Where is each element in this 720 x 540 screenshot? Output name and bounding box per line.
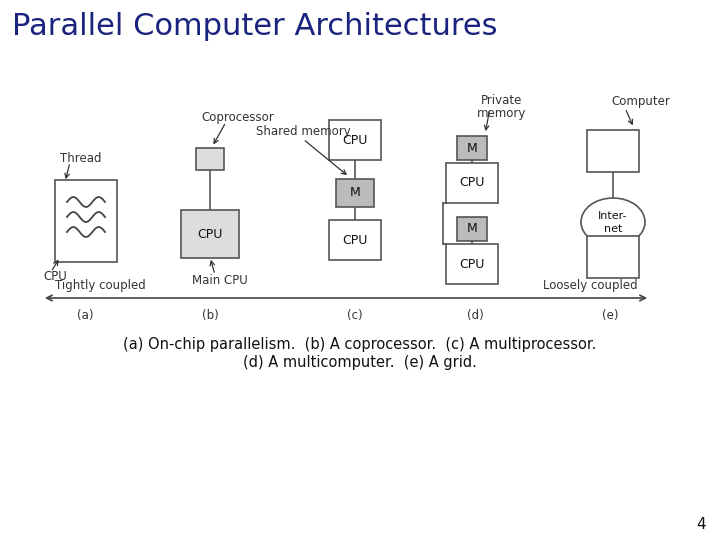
- Text: Private: Private: [481, 94, 523, 107]
- Text: M: M: [467, 141, 477, 154]
- Bar: [55, 180, 117, 262]
- Text: (a): (a): [77, 308, 94, 321]
- Text: Computer: Computer: [611, 96, 670, 109]
- Bar: [457, 136, 487, 160]
- Text: (b): (b): [202, 308, 218, 321]
- Text: (a) On-chip parallelism.  (b) A coprocessor.  (c) A multiprocessor.: (a) On-chip parallelism. (b) A coprocess…: [123, 338, 597, 353]
- Text: Parallel Computer Architectures: Parallel Computer Architectures: [12, 12, 498, 41]
- Text: M: M: [467, 222, 477, 235]
- Text: CPU: CPU: [459, 258, 485, 271]
- Bar: [196, 148, 224, 170]
- Text: CPU: CPU: [342, 133, 368, 146]
- Text: Thread: Thread: [60, 152, 102, 165]
- Bar: [329, 120, 381, 160]
- Bar: [446, 244, 498, 284]
- Text: CPU: CPU: [459, 177, 485, 190]
- Bar: [457, 217, 487, 241]
- Bar: [587, 236, 639, 278]
- Bar: [336, 179, 374, 207]
- Text: CPU: CPU: [197, 227, 222, 240]
- Text: Coprocessor: Coprocessor: [202, 111, 274, 125]
- Text: (c): (c): [347, 308, 363, 321]
- Text: Loosely coupled: Loosely coupled: [543, 279, 637, 292]
- Bar: [446, 163, 498, 203]
- Text: CPU: CPU: [342, 233, 368, 246]
- Text: (d): (d): [467, 308, 483, 321]
- Text: (d) A multicomputer.  (e) A grid.: (d) A multicomputer. (e) A grid.: [243, 354, 477, 369]
- Bar: [329, 220, 381, 260]
- Text: CPU: CPU: [43, 271, 67, 284]
- Text: (e): (e): [602, 308, 618, 321]
- Text: Inter-: Inter-: [598, 211, 628, 221]
- Text: Main CPU: Main CPU: [192, 273, 248, 287]
- Ellipse shape: [581, 198, 645, 246]
- Bar: [181, 210, 239, 258]
- Bar: [587, 130, 639, 172]
- Text: memory: memory: [477, 106, 527, 119]
- Text: Shared memory: Shared memory: [256, 125, 351, 138]
- Text: net: net: [604, 224, 622, 234]
- Text: 4: 4: [696, 517, 706, 532]
- Text: Tightly coupled: Tightly coupled: [55, 279, 145, 292]
- Text: M: M: [350, 186, 361, 199]
